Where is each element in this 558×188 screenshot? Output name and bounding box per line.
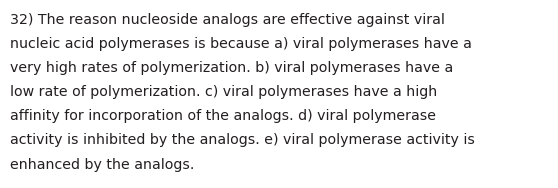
Text: very high rates of polymerization. b) viral polymerases have a: very high rates of polymerization. b) vi… bbox=[10, 61, 453, 75]
Text: low rate of polymerization. c) viral polymerases have a high: low rate of polymerization. c) viral pol… bbox=[10, 85, 437, 99]
Text: nucleic acid polymerases is because a) viral polymerases have a: nucleic acid polymerases is because a) v… bbox=[10, 37, 472, 51]
Text: affinity for incorporation of the analogs. d) viral polymerase: affinity for incorporation of the analog… bbox=[10, 109, 436, 123]
Text: enhanced by the analogs.: enhanced by the analogs. bbox=[10, 158, 194, 171]
Text: 32) The reason nucleoside analogs are effective against viral: 32) The reason nucleoside analogs are ef… bbox=[10, 13, 445, 27]
Text: activity is inhibited by the analogs. e) viral polymerase activity is: activity is inhibited by the analogs. e)… bbox=[10, 133, 475, 147]
